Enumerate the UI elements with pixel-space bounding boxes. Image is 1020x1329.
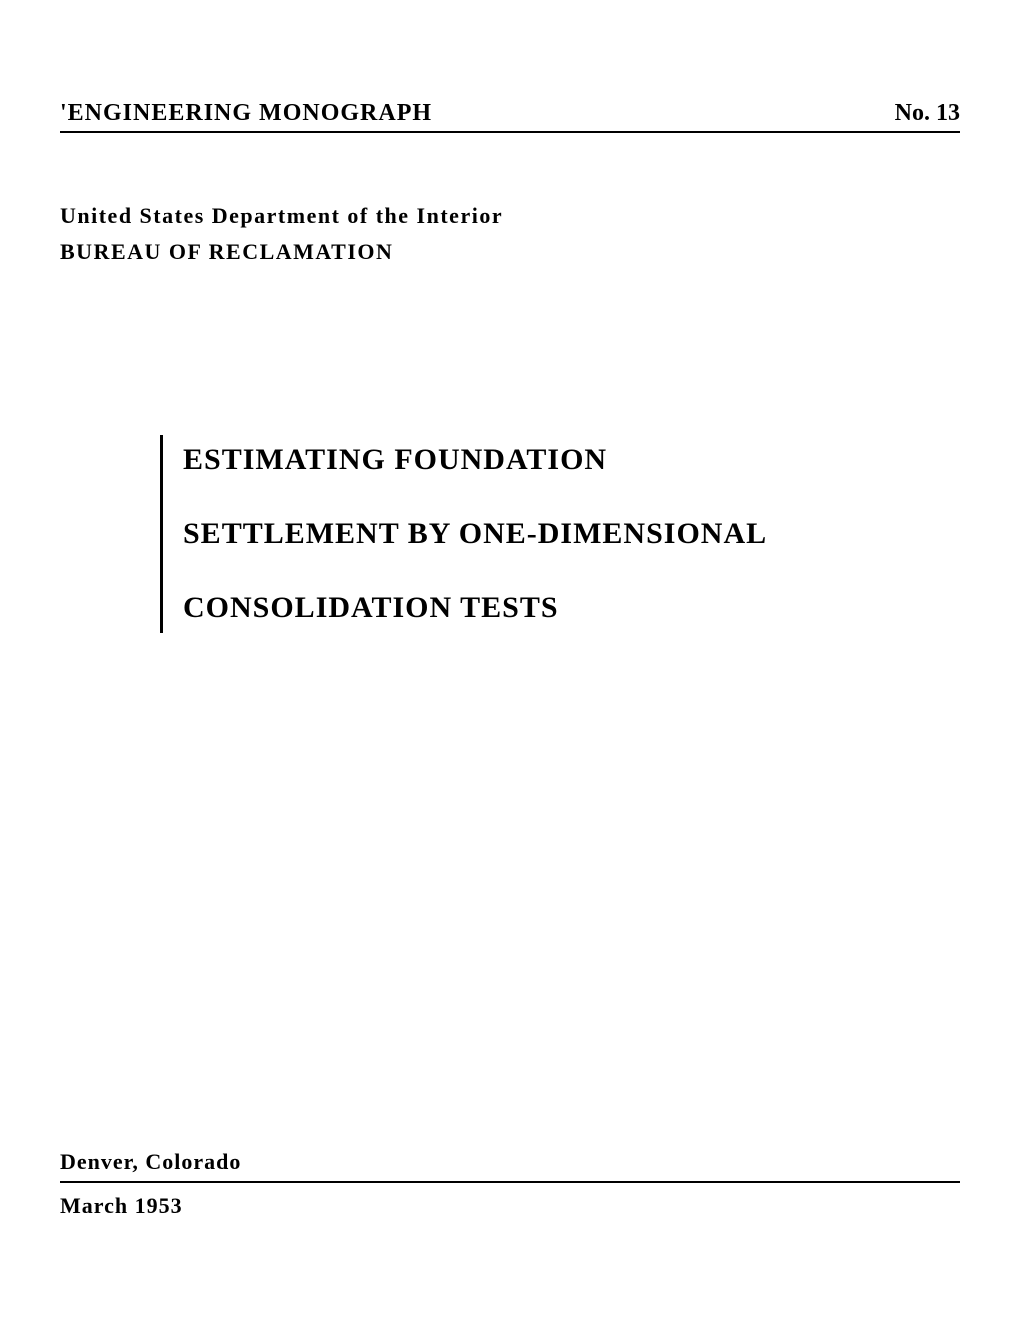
series-label: 'ENGINEERING MONOGRAPH — [60, 100, 432, 127]
title-line-3: CONSOLIDATION TESTS — [183, 587, 767, 629]
header-row: 'ENGINEERING MONOGRAPH No. 13 — [60, 100, 960, 133]
monograph-number: No. 13 — [895, 100, 960, 127]
title-text: ESTIMATING FOUNDATION SETTLEMENT BY ONE-… — [183, 435, 767, 633]
location-line: Denver, Colorado — [60, 1149, 960, 1183]
department-line: United States Department of the Interior — [60, 203, 960, 229]
title-line-1: ESTIMATING FOUNDATION — [183, 439, 767, 481]
date-line: March 1953 — [60, 1193, 960, 1219]
title-block: ESTIMATING FOUNDATION SETTLEMENT BY ONE-… — [160, 435, 960, 633]
footer-block: Denver, Colorado March 1953 — [60, 1149, 960, 1219]
bureau-line: BUREAU OF RECLAMATION — [60, 239, 960, 265]
title-vertical-rule — [160, 435, 163, 633]
title-line-2: SETTLEMENT BY ONE-DIMENSIONAL — [183, 513, 767, 555]
